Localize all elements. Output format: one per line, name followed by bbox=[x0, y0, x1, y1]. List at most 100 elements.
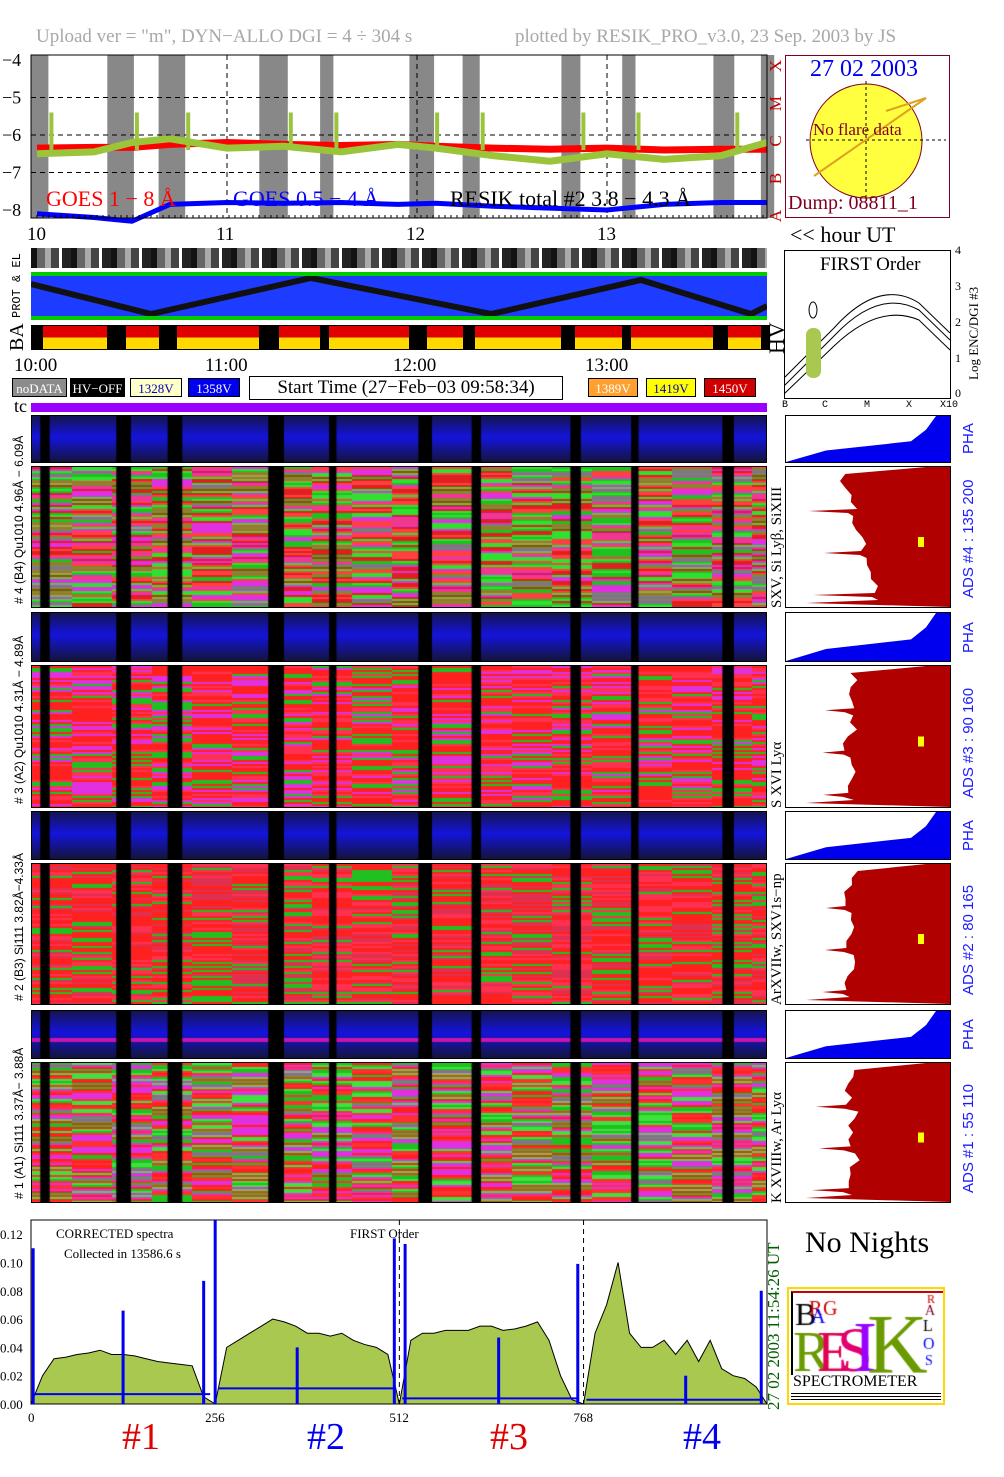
legend-goes-long: GOES 1 − 8 Å bbox=[46, 186, 176, 211]
flare-class-letter: M bbox=[766, 96, 785, 111]
collected-note: Collected in 13586.6 s bbox=[64, 1246, 181, 1261]
segment-label: #1 bbox=[122, 1416, 160, 1458]
bottom-ytick: 0.12 bbox=[0, 1227, 23, 1242]
fo-ytick: 3 bbox=[955, 279, 961, 293]
goes-ytick: −4 bbox=[2, 50, 21, 70]
corrected-note: CORRECTED spectra bbox=[56, 1226, 174, 1241]
channel-label: # 4 (B4) Qu1010 4.96Å − 6.09Å bbox=[12, 435, 26, 604]
fo-ytick: 0 bbox=[955, 386, 961, 400]
pha-histogram-1 bbox=[785, 415, 951, 463]
data-gap-band bbox=[622, 55, 636, 218]
fo-xtick: X10 bbox=[940, 400, 959, 411]
ion-label: ArXVIIw, SXV1s−np bbox=[769, 873, 785, 1005]
hour-ut-label: << hour UT bbox=[790, 222, 896, 247]
legend-resik: RESIK total #2 3.8 − 4.3 Å bbox=[450, 186, 691, 211]
pha-spectrogram-4 bbox=[31, 1010, 767, 1059]
legend-4: 1389V bbox=[588, 378, 638, 397]
pha-spectrogram-1 bbox=[31, 415, 767, 463]
pha-histogram-3 bbox=[785, 811, 951, 860]
ads-label: ADS #3 : 90 160 bbox=[960, 687, 977, 798]
corrected-spectrum-plot: 0.000.020.040.060.080.100.120256512768Bi… bbox=[0, 1219, 768, 1422]
logo-caption: SPECTROMETER bbox=[793, 1373, 918, 1390]
ba-gap bbox=[259, 325, 280, 350]
profile-fill bbox=[806, 1063, 950, 1202]
profile-fill bbox=[806, 467, 950, 607]
marker bbox=[918, 1132, 924, 1143]
dump-id: Dump: 08811_1 bbox=[788, 192, 918, 214]
first-order-title: FIRST Order bbox=[820, 254, 921, 275]
line-profile-4 bbox=[785, 1062, 951, 1203]
ads-label: ADS #2 : 80 165 bbox=[960, 884, 977, 995]
ba-label: BA bbox=[6, 323, 28, 351]
channel-label: # 3 (A2) Qu1010 4.31Å − 4.89Å bbox=[12, 635, 26, 804]
hour-tick: 12 bbox=[406, 224, 425, 245]
bottom-ytick: 0.08 bbox=[0, 1284, 23, 1299]
legend-2: 1328V bbox=[130, 378, 182, 397]
pha-label: PHA bbox=[960, 1019, 977, 1050]
pha-histogram-2 bbox=[785, 612, 951, 662]
resik-logo: SPECTROMETER bbox=[787, 1287, 945, 1405]
pha-histogram-4 bbox=[785, 1010, 951, 1059]
fo-xtick: X bbox=[906, 400, 913, 411]
time-tick: 13:00 bbox=[585, 355, 629, 376]
fo-xtick: M bbox=[864, 400, 871, 411]
ba-gap bbox=[320, 325, 330, 350]
data-gap-band bbox=[760, 55, 775, 218]
segment-label: #3 bbox=[490, 1416, 528, 1458]
pha-fill bbox=[786, 812, 950, 859]
legend-6: 1450V bbox=[704, 378, 756, 397]
flare-class-letter: B bbox=[766, 173, 785, 184]
spectrogram-2 bbox=[31, 665, 767, 808]
plotted-by: plotted by RESIK_PRO_v3.0, 23 Sep. 2003 … bbox=[515, 26, 897, 47]
pha-fill bbox=[786, 613, 950, 661]
goes-ytick: −5 bbox=[2, 88, 21, 108]
plot-frame bbox=[30, 54, 768, 219]
channel-label: # 2 (B3) Si111 3.82Å−4.33Å bbox=[12, 853, 26, 1001]
prot-el-label: PROT & EL bbox=[10, 253, 24, 318]
start-time: Start Time (27−Feb−03 09:58:34) bbox=[249, 376, 563, 400]
segment-label: #2 bbox=[307, 1416, 345, 1458]
pha-label: PHA bbox=[960, 622, 977, 653]
fo-ytick: 1 bbox=[955, 351, 961, 365]
sun-panel: 27 02 2003 No flare data Dump: 08811_1 bbox=[785, 55, 950, 218]
proton-electron-strip bbox=[30, 272, 769, 320]
line-profile-3 bbox=[785, 863, 951, 1005]
spectrum-timestamp: 27 02 2003 11:54:26 UT bbox=[764, 1242, 783, 1410]
segment-label: #4 bbox=[683, 1416, 721, 1458]
flare-class-letter: C bbox=[766, 135, 785, 146]
ads-label: ADS #1 : 55 110 bbox=[960, 1084, 977, 1193]
ba-strip bbox=[31, 325, 767, 350]
tc-label: tc bbox=[14, 396, 27, 416]
time-tick: 11:00 bbox=[205, 355, 248, 376]
orbit-track bbox=[30, 274, 769, 318]
data-gap-band bbox=[462, 55, 480, 218]
ion-label: S XVI Lyα bbox=[769, 741, 785, 808]
ba-gap bbox=[561, 325, 575, 350]
ion-label: SXV, Si Lyβ, SiXIII bbox=[769, 486, 785, 608]
bottom-xtick: 768 bbox=[574, 1410, 594, 1422]
data-gap-band bbox=[107, 55, 134, 218]
logo-lettering bbox=[791, 1291, 941, 1373]
time-tick: 10:00 bbox=[14, 355, 58, 376]
order-note: FIRST Order bbox=[350, 1226, 419, 1241]
pha-label: PHA bbox=[960, 820, 977, 851]
no-nights-label: No Nights bbox=[805, 1226, 930, 1259]
first-order-plot bbox=[784, 250, 951, 399]
spectrogram-4 bbox=[31, 1062, 767, 1203]
ba-gap bbox=[713, 325, 729, 350]
pha-fill bbox=[786, 1011, 950, 1058]
pha-spectrogram-2 bbox=[31, 612, 767, 662]
goes-ytick: −7 bbox=[2, 163, 21, 183]
elevation-strip bbox=[31, 248, 767, 268]
legend-3: 1358V bbox=[188, 378, 240, 397]
legend-0: noDATA bbox=[12, 378, 67, 397]
ba-gap bbox=[409, 325, 427, 350]
pha-fill bbox=[786, 416, 950, 462]
profile-fill bbox=[806, 666, 950, 807]
channel-label: # 1 (A1) Si111 3.37Å− 3.88Å bbox=[12, 1047, 26, 1199]
pha-spectrogram-3 bbox=[31, 811, 767, 860]
data-gap-band bbox=[713, 55, 735, 218]
flare-class-letter: A bbox=[766, 209, 785, 222]
pha-label: PHA bbox=[960, 423, 977, 454]
